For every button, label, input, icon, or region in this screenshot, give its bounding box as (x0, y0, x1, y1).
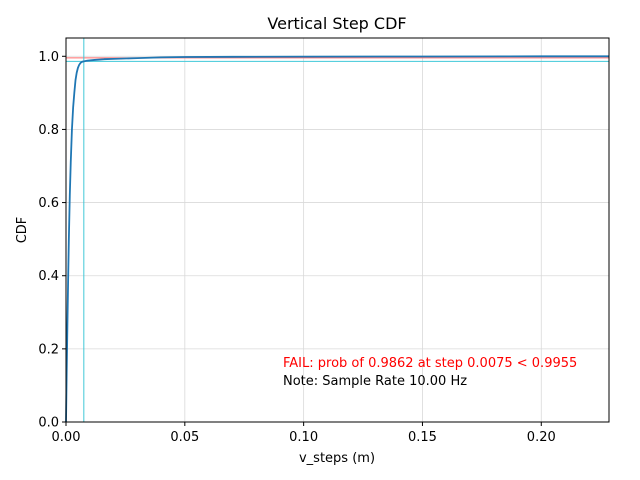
y-tick-label: 1.0 (38, 50, 59, 65)
y-axis-ticks: 0.0 0.2 0.4 0.6 0.8 1.0 (38, 50, 66, 431)
x-axis-ticks: 0.00 0.05 0.10 0.15 0.20 (52, 422, 556, 445)
cdf-line-0 (65, 55, 609, 423)
chart-title: Vertical Step CDF (267, 14, 406, 33)
y-tick-label: 0.8 (38, 123, 59, 138)
y-tick-label: 0.4 (38, 269, 59, 284)
y-tick-label: 0.0 (38, 416, 59, 431)
x-axis-label: v_steps (m) (299, 451, 375, 466)
fail-annotation: FAIL: prob of 0.9862 at step 0.0075 < 0.… (283, 356, 577, 371)
x-tick-label: 0.05 (170, 430, 199, 445)
cdf-series (65, 55, 609, 423)
x-tick-label: 0.10 (289, 430, 318, 445)
y-tick-label: 0.2 (38, 342, 59, 357)
x-tick-label: 0.20 (527, 430, 556, 445)
y-tick-label: 0.6 (38, 196, 59, 211)
y-axis-label: CDF (15, 217, 30, 244)
sample-rate-note: Note: Sample Rate 10.00 Hz (283, 374, 467, 389)
x-tick-label: 0.00 (52, 430, 81, 445)
x-tick-label: 0.15 (408, 430, 437, 445)
plot-frame (65, 37, 610, 423)
